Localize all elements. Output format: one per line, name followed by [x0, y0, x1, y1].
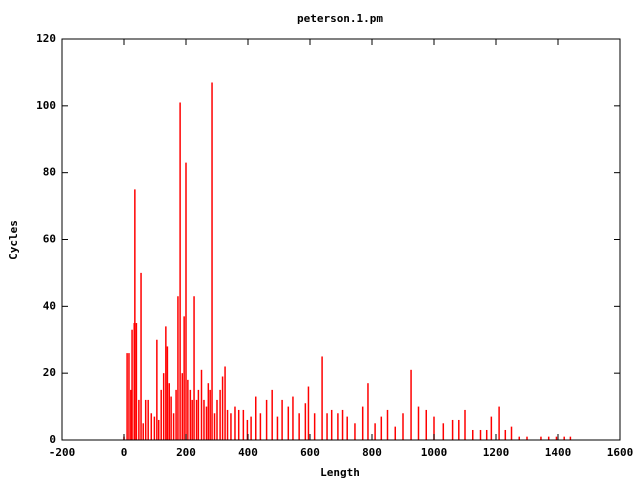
x-tick-label: 1400 [545, 446, 572, 459]
x-tick-label: 200 [176, 446, 196, 459]
chart-title: peterson.1.pm [297, 12, 383, 25]
y-tick-label: 100 [36, 99, 56, 112]
x-tick-label: 0 [121, 446, 128, 459]
x-tick-label: 600 [300, 446, 320, 459]
x-tick-label: 800 [362, 446, 382, 459]
y-tick-label: 60 [43, 233, 56, 246]
plot-frame [61, 38, 621, 441]
y-axis-label: Cycles [7, 220, 20, 260]
x-tick-label: 1200 [483, 446, 510, 459]
y-tick-label: 80 [43, 166, 56, 179]
x-tick-label: 1600 [607, 446, 634, 459]
y-tick-label: 0 [49, 433, 56, 446]
y-tick-label: 120 [36, 32, 56, 45]
x-tick-label: -200 [49, 446, 76, 459]
y-tick-label: 20 [43, 366, 56, 379]
x-axis-label: Length [320, 466, 360, 479]
x-tick-label: 1000 [421, 446, 448, 459]
y-tick-label: 40 [43, 299, 56, 312]
x-tick-label: 400 [238, 446, 258, 459]
